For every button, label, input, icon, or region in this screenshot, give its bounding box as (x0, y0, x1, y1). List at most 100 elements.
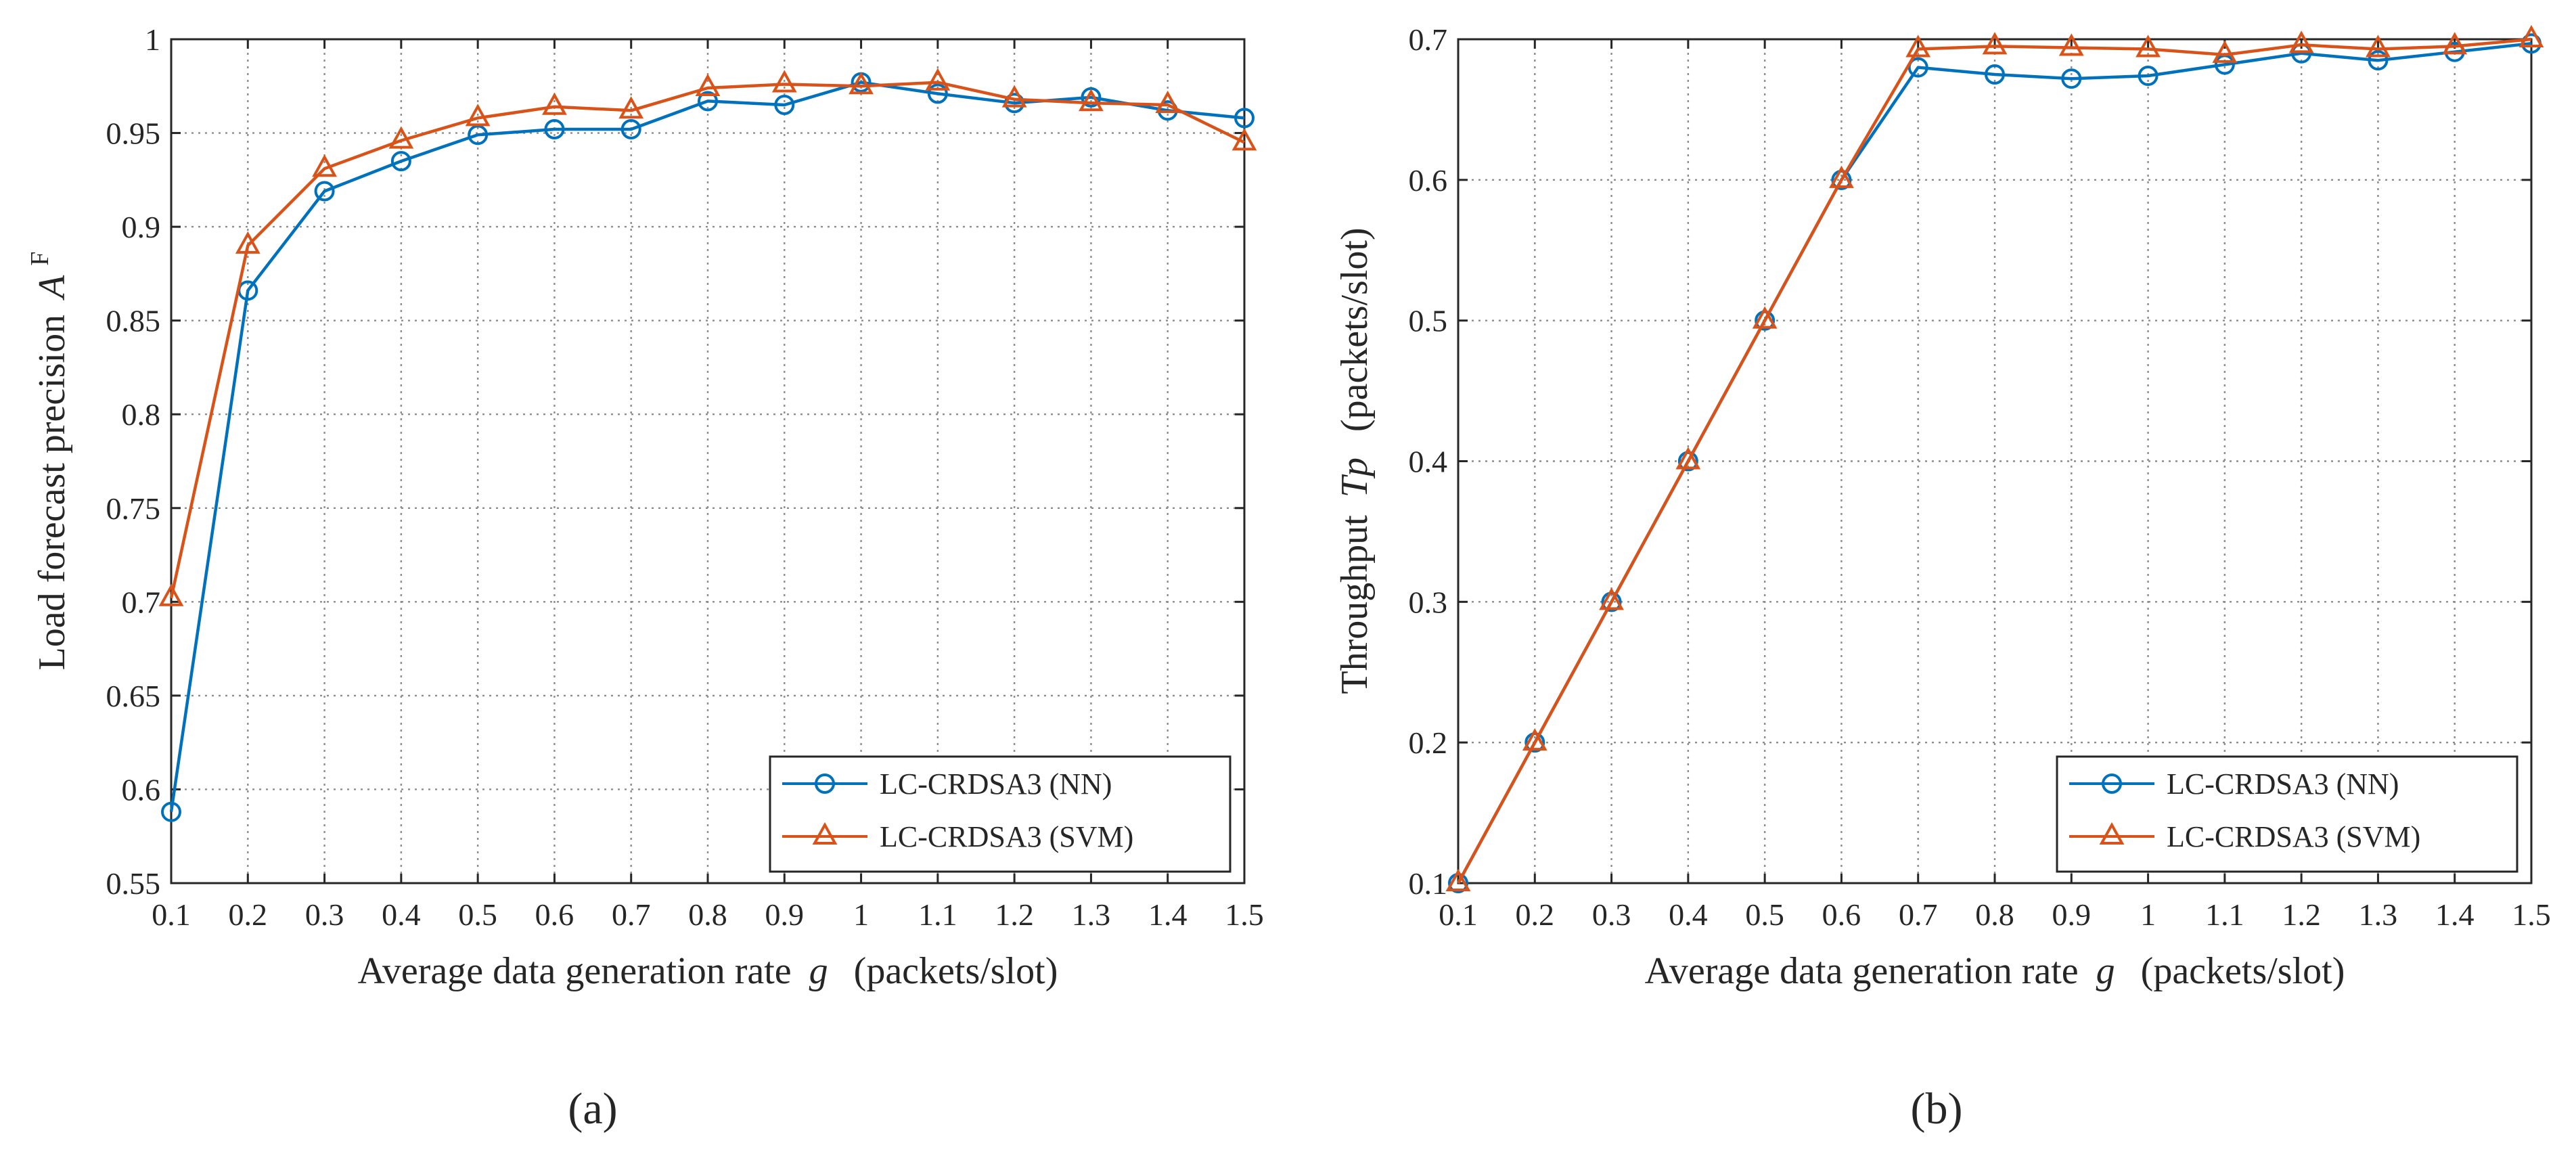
x-tick-label: 0.8 (688, 897, 727, 932)
legend-box-a (769, 755, 1231, 873)
x-tick-label: 0.1 (1439, 897, 1478, 932)
grid-a (171, 39, 1244, 883)
legend-svm-marker-a (812, 822, 838, 845)
x-tick-label: 1.3 (1072, 897, 1111, 932)
legend-box-b (2056, 755, 2518, 873)
data-point-svm (1231, 128, 1257, 151)
series-line-nn (169, 81, 1245, 813)
data-point-nn (314, 181, 335, 202)
y-axis-label-a: Load forecast precision A F (26, 252, 73, 671)
data-point-nn (774, 94, 795, 115)
x-tick-label: 0.3 (305, 897, 344, 932)
x-tick-label: 0.2 (1516, 897, 1555, 932)
legend-svm-marker-b (2099, 822, 2125, 845)
legend-nn-marker-a (815, 773, 835, 794)
y-tick-label: 0.1 (1409, 866, 1448, 901)
legend-nn-label-b: LC-CRDSA3 (NN) (2167, 767, 2399, 801)
x-tick-label: 0.5 (1745, 897, 1784, 932)
x-tick-label: 0.3 (1592, 897, 1631, 932)
data-point-svm (2212, 40, 2238, 63)
y-tick-label: 0.4 (1409, 445, 1448, 479)
x-tick-label: 1.1 (2205, 897, 2244, 932)
x-tick-label: 0.9 (765, 897, 805, 932)
data-point-svm (1982, 32, 2008, 55)
data-point-nn (1985, 64, 2005, 85)
x-tick-label: 1.3 (2359, 897, 2398, 932)
data-point-svm (312, 154, 337, 177)
data-point-nn (390, 151, 411, 172)
data-point-nn (1907, 57, 1928, 78)
x-tick-label: 1.5 (2512, 897, 2551, 932)
x-tick-label: 0.4 (382, 897, 421, 932)
data-point-nn (2061, 68, 2082, 89)
series-a (158, 68, 1257, 822)
data-point-nn (2138, 66, 2159, 87)
data-point-svm (2518, 24, 2544, 47)
data-point-svm (2366, 35, 2391, 58)
y-tick-label: 0.9 (122, 210, 161, 244)
ticks-a: 0.1 0.2 0.3 0.4 0.5 0.6 0.7 0.8 0.9 1 1.1 1.2 1.3 1.4… (106, 22, 1264, 932)
series-line-svm (169, 81, 1245, 599)
data-point-svm (388, 126, 414, 149)
x-tick-label: 1.4 (2435, 897, 2475, 932)
data-point-svm (1752, 306, 1778, 329)
data-point-svm (771, 70, 797, 93)
x-tick-label: 0.6 (1822, 897, 1861, 932)
data-point-svm (1079, 89, 1104, 112)
series-line-svm (1457, 37, 2532, 884)
data-point-svm (2288, 30, 2314, 53)
chart-panel-b: 0.1 0.2 0.3 0.4 0.5 0.6 0.7 0.8 0.9 1 1.1 1.2 1.3 1.4… (1334, 22, 2551, 1134)
data-point-svm (235, 231, 261, 254)
data-point-svm (925, 68, 951, 91)
legend-nn-marker-b (2102, 773, 2122, 794)
legend-svm-label-b: LC-CRDSA3 (SVM) (2167, 820, 2420, 853)
y-tick-label: 0.5 (1409, 304, 1448, 338)
y-tick-label: 0.85 (106, 304, 161, 338)
data-point-nn (698, 91, 718, 112)
x-tick-label: 0.4 (1669, 897, 1708, 932)
panel-label-a: (a) (568, 1084, 617, 1134)
chart-panel-a: 0.1 0.2 0.3 0.4 0.5 0.6 0.7 0.8 0.9 1 1.1 1.2 1.3 1.4… (0, 0, 1286, 1166)
data-point-svm (1001, 85, 1027, 108)
x-axis-label-a: Average data generation rate g (packets/… (358, 950, 1058, 992)
data-point-svm (542, 92, 567, 115)
data-point-nn (620, 119, 641, 140)
y-tick-label: 0.65 (106, 679, 161, 713)
legend-a: LC-CRDSA3 (NN) LC-CRDSA3 (SVM) (769, 755, 1231, 873)
x-tick-label: 0.6 (535, 897, 574, 932)
x-tick-label: 0.9 (2052, 897, 2092, 932)
data-point-svm (158, 583, 184, 606)
x-tick-label: 1.2 (2282, 897, 2321, 932)
x-tick-label: 1.5 (1225, 897, 1264, 932)
y-tick-label: 0.6 (122, 772, 161, 807)
x-axis-label-b: Average data generation rate g (packets/… (1645, 950, 2345, 992)
data-point-svm (465, 104, 491, 127)
data-point-nn (927, 83, 948, 104)
x-tick-label: 0.7 (612, 897, 651, 932)
x-tick-label: 0.2 (229, 897, 268, 932)
legend-nn-label-a: LC-CRDSA3 (NN) (880, 767, 1112, 801)
data-point-nn (2368, 50, 2389, 71)
data-point-nn (544, 119, 565, 140)
data-point-svm (2058, 33, 2084, 56)
data-point-svm (1155, 90, 1181, 113)
x-tick-label: 0.5 (458, 897, 497, 932)
data-point-svm (2442, 32, 2468, 55)
ticks-b: 0.1 0.2 0.3 0.4 0.5 0.6 0.7 0.8 0.9 1 1.1 1.2 1.3 1.4… (1409, 22, 2551, 932)
y-tick-label: 1 (145, 22, 160, 57)
legend-b: LC-CRDSA3 (NN) LC-CRDSA3 (SVM) (2056, 755, 2518, 873)
y-tick-label: 0.75 (106, 491, 161, 526)
data-point-svm (1599, 587, 1624, 610)
data-point-svm (1675, 447, 1701, 470)
grid-b (1458, 39, 2531, 883)
x-tick-label: 0.8 (1975, 897, 2014, 932)
data-point-svm (1905, 35, 1931, 58)
x-tick-label: 1.4 (1148, 897, 1188, 932)
data-point-svm (2136, 35, 2161, 58)
legend-svm-label-a: LC-CRDSA3 (SVM) (880, 820, 1133, 853)
data-point-nn (161, 801, 181, 822)
y-tick-label: 0.55 (106, 866, 161, 901)
data-point-nn (1234, 108, 1255, 129)
data-point-svm (1829, 165, 1854, 188)
